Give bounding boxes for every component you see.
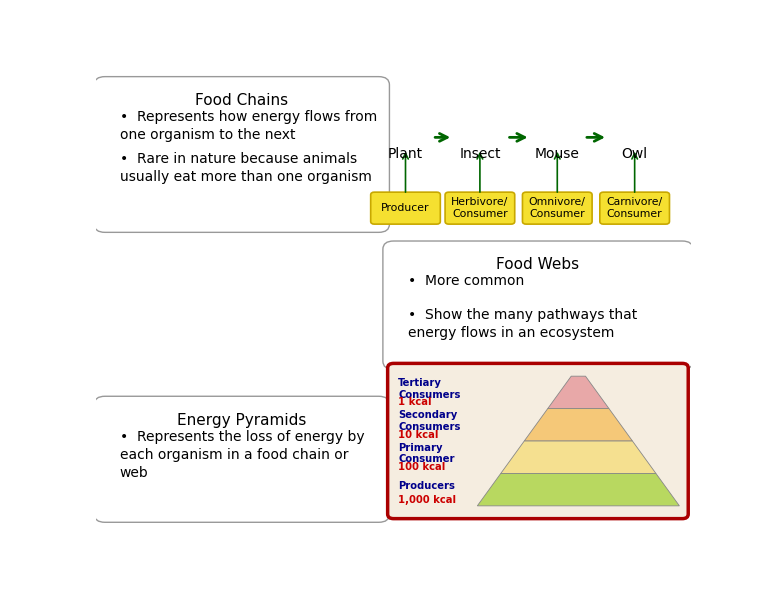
Text: Omnivore/
Consumer: Omnivore/ Consumer <box>529 197 586 219</box>
Text: Insect: Insect <box>459 146 501 161</box>
Text: Carnivore/
Consumer: Carnivore/ Consumer <box>607 197 663 219</box>
FancyBboxPatch shape <box>600 192 670 224</box>
Polygon shape <box>548 376 609 409</box>
Text: •  Represents how energy flows from
one organism to the next: • Represents how energy flows from one o… <box>120 110 377 142</box>
Text: Tertiary
Consumers: Tertiary Consumers <box>399 378 461 400</box>
Text: Mouse: Mouse <box>535 146 580 161</box>
Polygon shape <box>478 473 680 506</box>
Text: Secondary
Consumers: Secondary Consumers <box>399 410 461 432</box>
Text: 10 kcal: 10 kcal <box>399 430 439 440</box>
Polygon shape <box>501 441 656 473</box>
Text: Food Webs: Food Webs <box>496 257 580 272</box>
Text: 1,000 kcal: 1,000 kcal <box>399 495 456 505</box>
FancyBboxPatch shape <box>371 192 440 224</box>
Text: 1 kcal: 1 kcal <box>399 397 432 407</box>
Text: Herbivore/
Consumer: Herbivore/ Consumer <box>452 197 508 219</box>
Text: Food Chains: Food Chains <box>195 93 289 108</box>
Text: Producer: Producer <box>381 203 430 213</box>
FancyBboxPatch shape <box>94 396 389 522</box>
Text: Owl: Owl <box>621 146 647 161</box>
FancyBboxPatch shape <box>383 241 693 369</box>
Text: •  Represents the loss of energy by
each organism in a food chain or
web: • Represents the loss of energy by each … <box>120 429 365 480</box>
Text: Plant: Plant <box>388 146 423 161</box>
Text: Producers: Producers <box>399 481 455 491</box>
Text: •  More common: • More common <box>409 275 525 288</box>
Text: •  Show the many pathways that
energy flows in an ecosystem: • Show the many pathways that energy flo… <box>409 308 637 340</box>
FancyBboxPatch shape <box>522 192 592 224</box>
Text: Energy Pyramids: Energy Pyramids <box>177 413 306 428</box>
Polygon shape <box>525 409 632 441</box>
FancyBboxPatch shape <box>445 192 515 224</box>
Text: •  Rare in nature because animals
usually eat more than one organism: • Rare in nature because animals usually… <box>120 152 372 184</box>
FancyBboxPatch shape <box>94 76 389 232</box>
FancyBboxPatch shape <box>388 364 688 519</box>
Text: 100 kcal: 100 kcal <box>399 463 445 472</box>
Text: Primary
Consumer: Primary Consumer <box>399 443 455 464</box>
